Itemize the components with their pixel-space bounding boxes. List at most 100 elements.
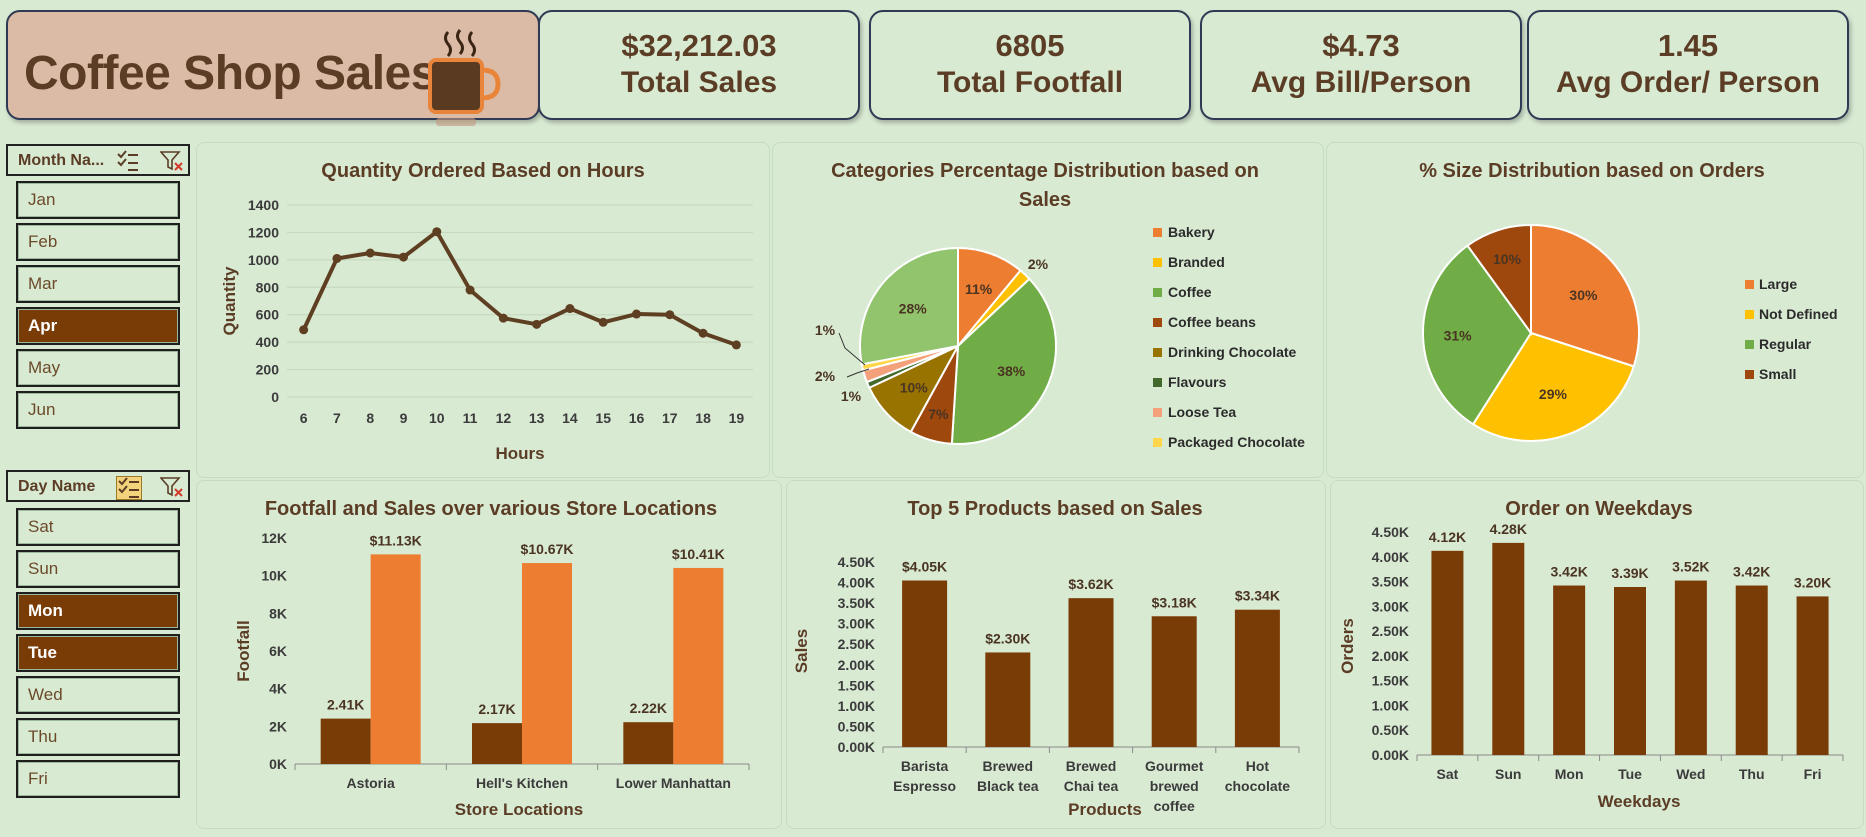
y-tick-label: 600 — [256, 307, 280, 323]
legend-swatch — [1153, 378, 1162, 387]
x-tick-label: Thu — [1739, 766, 1765, 782]
x-tick-label: Wed — [1676, 766, 1705, 782]
kpi-label: Avg Order/ Person — [1556, 66, 1820, 99]
legend-label: Flavours — [1168, 374, 1227, 390]
categories-pie-chart: Categories Percentage Distribution based… — [815, 160, 1305, 450]
data-point — [332, 253, 342, 263]
x-tick-label: coffee — [1154, 798, 1195, 814]
y-axis-label: Footfall — [234, 620, 253, 681]
x-tick-label: 16 — [629, 410, 645, 426]
y-tick-label: 1200 — [248, 224, 279, 240]
bar — [1068, 598, 1114, 747]
y-tick-label: 0K — [269, 756, 287, 772]
products-bar-chart: Top 5 Products based on Sales 0.00K 0.50K 1… — [792, 498, 1300, 819]
y-tick-label: 200 — [256, 362, 280, 378]
y-tick-label: 2.00K — [1372, 648, 1409, 664]
data-point — [598, 317, 608, 327]
y-tick-label: 1.50K — [838, 677, 875, 693]
leader-line — [846, 368, 870, 378]
clear-filter-icon[interactable] — [160, 476, 184, 498]
bar-data-label: $10.41K — [672, 546, 725, 562]
y-tick-label: 2.50K — [1372, 623, 1409, 639]
bar — [1553, 585, 1586, 755]
y-tick-label: 400 — [256, 334, 280, 350]
hours-chart-panel: Quantity Ordered Based on Hours 0 200 400 60… — [196, 142, 770, 478]
legend-swatch — [1153, 318, 1162, 327]
chart-title: Quantity Ordered Based on Hours — [321, 160, 644, 182]
day-item-wed[interactable]: Wed — [16, 676, 180, 714]
pie-slice — [957, 246, 1022, 349]
y-tick-label: 1000 — [248, 252, 279, 268]
x-tick-label: Gourmet — [1145, 758, 1204, 774]
pie-slice-label: 28% — [899, 301, 928, 317]
kpi-value: $4.73 — [1322, 28, 1400, 63]
pie-slice-label: 38% — [997, 363, 1026, 379]
bar — [1735, 585, 1768, 755]
data-point — [365, 248, 375, 258]
pie-slice — [1466, 223, 1532, 337]
y-tick-label: 3.00K — [1372, 598, 1409, 614]
month-item-may[interactable]: May — [16, 349, 180, 387]
data-point — [698, 328, 708, 338]
chart-title: Order on Weekdays — [1505, 498, 1692, 520]
y-tick-label: 4.50K — [838, 554, 875, 570]
month-slicer-header: Month Na... — [6, 144, 190, 176]
month-item-feb[interactable]: Feb — [16, 223, 180, 261]
pie-slice — [1471, 331, 1635, 442]
chart-title: Sales — [1019, 189, 1071, 211]
products-chart-panel: Top 5 Products based on Sales 0.00K 0.50K 1… — [786, 480, 1326, 829]
day-item-thu[interactable]: Thu — [16, 718, 180, 756]
legend-swatch — [1745, 280, 1754, 289]
data-point — [399, 252, 408, 262]
x-tick-label: chocolate — [1225, 778, 1291, 794]
pie-slice-label: 31% — [1444, 327, 1473, 343]
y-tick-label: 0 — [271, 389, 279, 405]
month-item-jun[interactable]: Jun — [16, 391, 180, 429]
x-tick-label: Brewed — [983, 758, 1034, 774]
bar-data-label: 3.20K — [1794, 574, 1831, 590]
bar — [472, 723, 522, 764]
stores-chart-panel: Footfall and Sales over various Store Lo… — [196, 480, 782, 829]
legend-label: Regular — [1759, 336, 1812, 352]
day-item-tue[interactable]: Tue — [16, 634, 180, 672]
x-tick-label: Chai tea — [1064, 778, 1119, 794]
bar-data-label: $10.67K — [521, 541, 574, 557]
y-tick-label: 3.50K — [838, 595, 875, 611]
chart-title: Top 5 Products based on Sales — [907, 498, 1202, 520]
pie-slice — [950, 277, 1057, 445]
bar-data-label: 3.52K — [1672, 559, 1709, 575]
x-tick-label: Astoria — [347, 775, 395, 791]
pie-slice — [1422, 244, 1533, 426]
x-axis-label: Weekdays — [1598, 792, 1681, 811]
bar-data-label: 2.17K — [478, 701, 515, 717]
day-slicer-title: Day Name — [18, 478, 96, 495]
month-slicer-title: Month Na... — [18, 152, 105, 169]
kpi-total-sales: $32,212.03 Total Sales — [538, 10, 860, 120]
month-item-jan[interactable]: Jan — [16, 181, 180, 219]
day-slicer-header: Day Name — [6, 470, 190, 502]
day-item-sat[interactable]: Sat — [16, 508, 180, 546]
x-tick-label: 7 — [333, 410, 341, 426]
multi-select-icon[interactable] — [116, 476, 142, 500]
x-tick-label: Hell's Kitchen — [476, 775, 568, 791]
y-tick-label: 3.00K — [838, 616, 875, 632]
day-item-fri[interactable]: Fri — [16, 760, 180, 798]
legend-label: Small — [1759, 366, 1796, 382]
weekdays-chart-panel: Order on Weekdays 0.00K 0.50K 1.00K 1.50K 2.0… — [1330, 480, 1864, 829]
bar — [522, 563, 572, 764]
month-item-mar[interactable]: Mar — [16, 265, 180, 303]
y-tick-label: 1.00K — [838, 698, 875, 714]
bar-data-label: 4.12K — [1429, 529, 1466, 545]
x-tick-label: brewed — [1150, 778, 1199, 794]
multi-select-icon[interactable] — [116, 150, 140, 172]
legend-label: Bakery — [1168, 224, 1215, 240]
month-item-apr[interactable]: Apr — [16, 307, 180, 345]
y-tick-label: 4.50K — [1372, 524, 1409, 540]
day-item-sun[interactable]: Sun — [16, 550, 180, 588]
data-point — [299, 325, 309, 335]
day-item-mon[interactable]: Mon — [16, 592, 180, 630]
bar-data-label: $2.30K — [985, 630, 1030, 646]
clear-filter-icon[interactable] — [160, 150, 184, 172]
x-tick-label: 13 — [529, 410, 545, 426]
data-point — [632, 309, 641, 319]
